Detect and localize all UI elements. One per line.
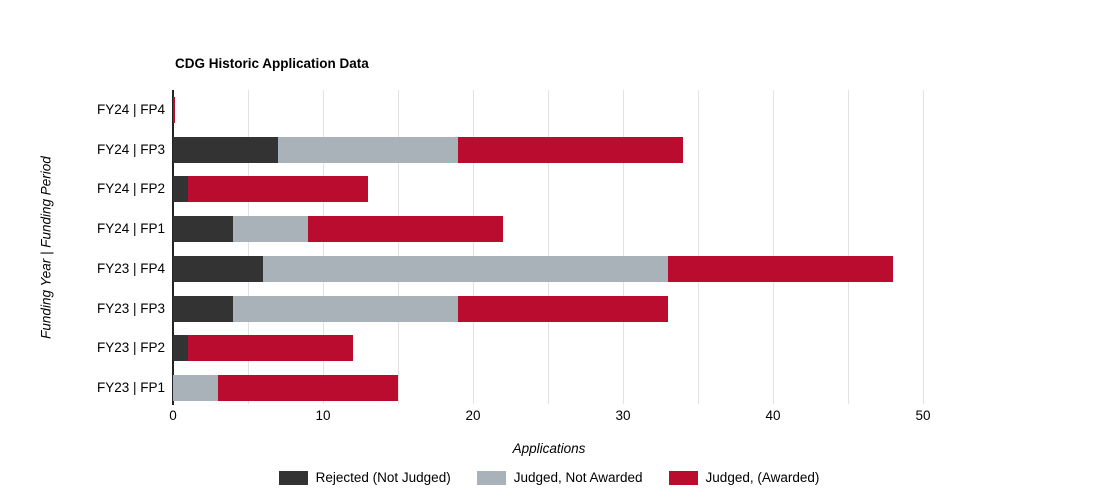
chart-title: CDG Historic Application Data (175, 56, 369, 71)
bar-segment-judged-awarded[interactable] (188, 335, 353, 362)
gridline-x-45 (847, 90, 849, 404)
x-tick-label: 20 (465, 408, 481, 423)
gridline-x-50 (922, 90, 924, 404)
gridline-x-20 (472, 90, 474, 404)
bar-segment-judged-awarded[interactable] (668, 255, 893, 282)
gridline-x-40 (772, 90, 774, 404)
bar-segment-judged-not-awarded[interactable] (173, 375, 218, 402)
bar-segment-rejected-not-judged[interactable] (173, 176, 188, 203)
y-tick-label: FY24 | FP4 (96, 101, 165, 117)
gridline-x-15 (397, 90, 399, 404)
legend-swatch-icon (278, 470, 308, 485)
legend-item-judged-awarded[interactable]: Judged, (Awarded) (668, 470, 820, 485)
gridline-x-35 (697, 90, 699, 404)
bar-segment-judged-awarded[interactable] (308, 216, 503, 243)
y-tick-label: FY24 | FP3 (96, 141, 165, 157)
legend-swatch-icon (668, 470, 698, 485)
bar-segment-rejected-not-judged[interactable] (173, 216, 233, 243)
x-tick-label: 30 (615, 408, 631, 423)
x-tick-label: 0 (169, 408, 177, 423)
bar-segment-judged-awarded[interactable] (188, 176, 368, 203)
y-tick-label: FY23 | FP3 (96, 300, 165, 316)
gridline-x-10 (322, 90, 324, 404)
x-tick-label: 50 (915, 408, 931, 423)
x-tick-label: 10 (315, 408, 331, 423)
bar-segment-judged-awarded[interactable] (218, 375, 398, 402)
gridline-x-5 (247, 90, 249, 404)
y-tick-label: FY23 | FP1 (96, 380, 165, 396)
bar-segment-judged-awarded[interactable] (173, 96, 175, 123)
bar-segment-judged-awarded[interactable] (458, 136, 683, 163)
legend-label: Rejected (Not Judged) (315, 470, 451, 485)
bar-segment-judged-awarded[interactable] (458, 295, 668, 322)
legend-item-judged-not-awarded[interactable]: Judged, Not Awarded (476, 470, 643, 485)
bar-segment-rejected-not-judged[interactable] (173, 136, 278, 163)
bar-segment-judged-not-awarded[interactable] (278, 136, 458, 163)
bar-segment-judged-not-awarded[interactable] (233, 216, 308, 243)
x-tick-label: 40 (765, 408, 781, 423)
x-axis-title: Applications (512, 441, 586, 456)
legend: Rejected (Not Judged) Judged, Not Awarded… (173, 470, 925, 485)
y-tick-label: FY23 | FP4 (96, 260, 165, 276)
y-tick-label: FY24 | FP1 (96, 221, 165, 237)
legend-swatch-icon (476, 470, 506, 485)
y-axis-line (172, 90, 174, 405)
bar-segment-judged-not-awarded[interactable] (233, 295, 458, 322)
gridline-x-25 (547, 90, 549, 404)
bar-segment-rejected-not-judged[interactable] (173, 255, 263, 282)
legend-label: Judged, Not Awarded (513, 470, 643, 485)
bar-segment-rejected-not-judged[interactable] (173, 335, 188, 362)
gridline-x-30 (622, 90, 624, 404)
y-tick-label: FY23 | FP2 (96, 340, 165, 356)
bar-segment-judged-not-awarded[interactable] (263, 255, 668, 282)
bar-segment-rejected-not-judged[interactable] (173, 295, 233, 322)
y-tick-label: FY24 | FP2 (96, 181, 165, 197)
legend-item-rejected-not-judged[interactable]: Rejected (Not Judged) (278, 470, 451, 485)
legend-label: Judged, (Awarded) (705, 470, 820, 485)
